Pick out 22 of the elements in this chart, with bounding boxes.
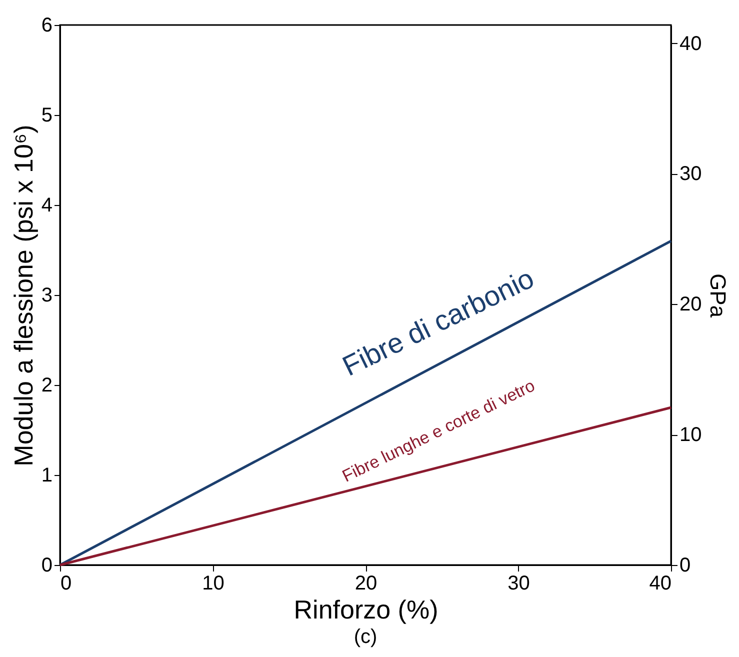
y-tick-label: 2 xyxy=(41,374,52,396)
y2-tick-label: 0 xyxy=(680,554,691,576)
text: Fibre lunghe e corte di vetro xyxy=(339,376,538,486)
y-tick-label: 1 xyxy=(41,464,52,486)
y-tick-label: 4 xyxy=(41,194,52,216)
y-tick-label: 0 xyxy=(41,554,52,576)
x-axis-title: Rinforzo (%) xyxy=(294,594,438,624)
x-tick-label: 40 xyxy=(649,572,672,594)
x-tick-label: 30 xyxy=(508,572,530,594)
x-tick-label: 20 xyxy=(354,572,378,594)
y-tick-label: 3 xyxy=(41,284,52,306)
y-tick-label: 6 xyxy=(41,14,52,36)
y2-tick-label: 30 xyxy=(680,163,702,186)
x-tick-label: 0 xyxy=(60,572,72,594)
y-tick-label: 5 xyxy=(41,104,52,126)
y2-tick-label: 20 xyxy=(680,294,702,316)
y-axis-title: Modulo a flessione (psi x 10⁶) xyxy=(8,124,38,466)
text: (c) xyxy=(354,626,378,648)
y2-tick-label: 40 xyxy=(680,32,702,55)
y2-tick-label: 10 xyxy=(680,424,702,446)
y2-axis-title: GPa xyxy=(706,273,731,318)
x-tick-label: 10 xyxy=(202,572,224,594)
